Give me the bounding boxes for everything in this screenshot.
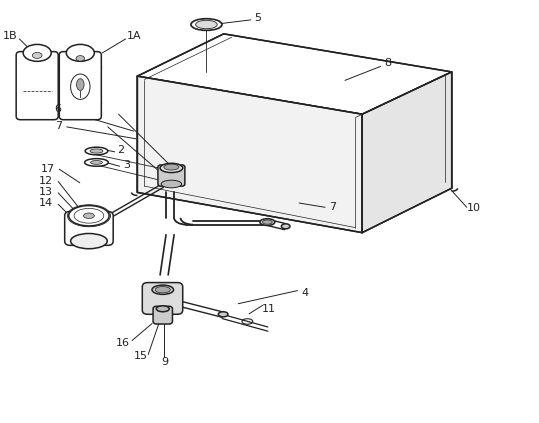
Ellipse shape [161,180,182,188]
Text: 12: 12 [39,176,53,186]
Text: 15: 15 [134,351,148,361]
Ellipse shape [191,19,222,30]
Text: 13: 13 [39,187,53,197]
Ellipse shape [69,206,109,226]
Text: 1B: 1B [2,30,17,41]
Ellipse shape [85,159,108,166]
Ellipse shape [260,219,275,225]
Text: 9: 9 [161,357,168,367]
Text: 16: 16 [116,338,130,348]
Text: 2: 2 [117,145,125,155]
Text: 14: 14 [39,198,53,208]
Ellipse shape [23,44,51,61]
Ellipse shape [156,306,169,312]
Ellipse shape [90,149,103,153]
Ellipse shape [71,233,107,249]
Ellipse shape [196,20,217,29]
Ellipse shape [66,44,94,61]
Ellipse shape [164,164,179,170]
FancyBboxPatch shape [16,52,58,120]
FancyBboxPatch shape [158,165,185,186]
Polygon shape [362,72,452,233]
Text: 7: 7 [329,202,337,212]
Ellipse shape [32,52,42,58]
Ellipse shape [155,287,170,293]
Polygon shape [137,34,452,114]
Ellipse shape [152,285,174,294]
Ellipse shape [84,213,94,219]
Ellipse shape [85,147,108,155]
Ellipse shape [281,224,290,229]
Ellipse shape [218,312,228,317]
FancyBboxPatch shape [65,212,113,245]
Text: 7: 7 [54,121,62,131]
Ellipse shape [71,74,90,99]
Text: 8: 8 [384,58,392,69]
Text: 4: 4 [301,288,308,298]
Text: 10: 10 [467,203,481,213]
Text: 5: 5 [254,13,261,23]
FancyBboxPatch shape [153,306,172,324]
Ellipse shape [91,161,102,165]
Ellipse shape [76,56,85,61]
Text: 3: 3 [123,160,130,170]
Ellipse shape [262,220,272,224]
Ellipse shape [160,163,183,173]
FancyBboxPatch shape [142,283,183,314]
Text: 11: 11 [261,304,275,314]
Polygon shape [137,76,362,233]
FancyBboxPatch shape [59,52,101,120]
Text: 17: 17 [40,164,54,174]
Text: 6: 6 [55,104,61,114]
Ellipse shape [77,79,84,91]
Text: 1A: 1A [126,30,141,41]
